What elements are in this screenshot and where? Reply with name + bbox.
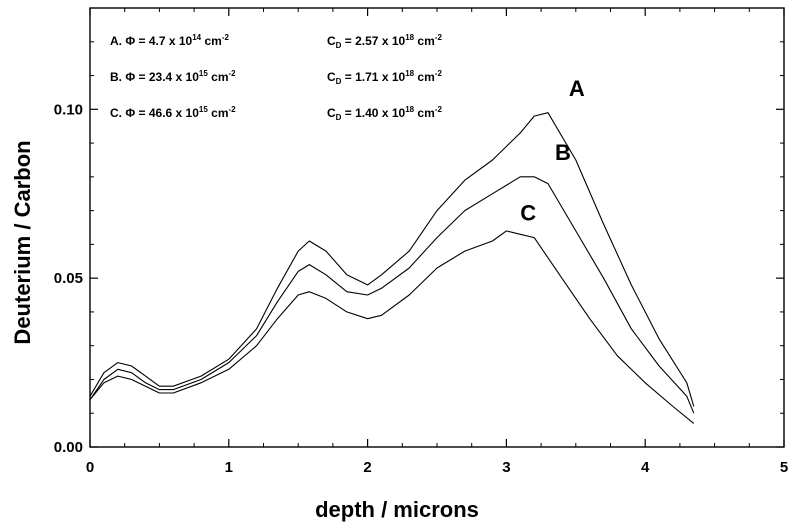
- series-line-C: [89, 230, 695, 424]
- series-labels: A B C: [520, 76, 585, 226]
- annotations: A. Φ = 4.7 x 1014 cm-2 CD = 2.57 x 1018 c…: [110, 33, 442, 122]
- series-line-B: [89, 176, 695, 414]
- x-tick-label: 4: [641, 459, 650, 476]
- series-line-A: [89, 112, 695, 407]
- annotation-fluence-3: C. Φ = 46.6 x 1015 cm-2: [110, 105, 236, 120]
- annotation-fluence-1: A. Φ = 4.7 x 1014 cm-2: [110, 33, 229, 48]
- x-axis-title: depth / microns: [315, 497, 479, 522]
- series-label-B: B: [555, 140, 571, 165]
- x-tick-label: 2: [363, 459, 371, 476]
- y-tick-label: 0.10: [54, 101, 83, 118]
- ticks: [89, 7, 785, 448]
- y-tick-label: 0.00: [54, 439, 83, 456]
- x-tick-label: 1: [225, 459, 233, 476]
- y-axis-title: Deuterium / Carbon: [10, 140, 35, 344]
- annotation-fluence-2: B. Φ = 23.4 x 1015 cm-2: [110, 69, 236, 84]
- x-tick-label: 0: [86, 459, 94, 476]
- tick-labels: 0 1 2 3 4 5 0.00 0.05 0.10: [54, 101, 788, 476]
- series-label-A: A: [569, 76, 585, 101]
- annotation-cd-3: CD = 1.40 x 1018 cm-2: [327, 105, 442, 122]
- annotation-cd-1: CD = 2.57 x 1018 cm-2: [327, 33, 442, 50]
- series-lines: [89, 112, 695, 424]
- x-tick-label: 3: [502, 459, 510, 476]
- x-tick-label: 5: [780, 459, 788, 476]
- annotation-cd-2: CD = 1.71 x 1018 cm-2: [327, 69, 442, 86]
- series-label-C: C: [520, 201, 536, 226]
- y-tick-label: 0.05: [54, 270, 83, 287]
